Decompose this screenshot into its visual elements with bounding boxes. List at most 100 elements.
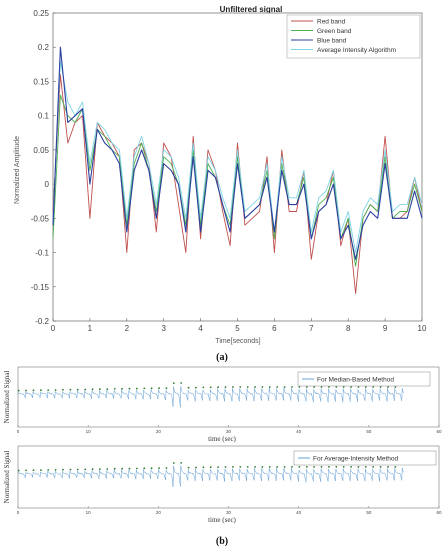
peak-marker [372, 386, 375, 388]
peak-marker [32, 389, 35, 392]
y-tick-label: 0 [45, 180, 50, 189]
peak-marker [268, 466, 271, 468]
peak-marker [17, 469, 20, 472]
y-axis-label: Normalized Signal [3, 371, 11, 424]
y-tick-label: -0.15 [31, 283, 50, 292]
x-tick-label: 3 [161, 324, 166, 333]
series-line [52, 60, 423, 254]
peak-marker [209, 386, 212, 389]
peak-marker [283, 386, 286, 388]
peak-marker [180, 382, 183, 384]
unfiltered-signal-chart: Unfiltered signal -0.2 -0.15 -0.1 -0.05 0 0.0… [14, 5, 427, 345]
peak-marker [276, 386, 279, 388]
peak-marker [113, 467, 116, 470]
peak-marker [76, 468, 79, 471]
peak-marker [217, 466, 220, 468]
peak-marker [202, 466, 205, 469]
peak-marker [394, 466, 397, 468]
peak-marker [246, 466, 249, 468]
peak-marker [99, 388, 101, 391]
x-tick-label: 2 [125, 324, 130, 333]
x-tick-label: 10 [86, 429, 92, 434]
peak-marker [158, 467, 160, 469]
legend-box [286, 14, 421, 59]
x-axis-label: time (sec) [208, 516, 236, 524]
peak-marker [342, 386, 345, 388]
peak-marker [305, 466, 308, 468]
peak-marker [254, 386, 256, 388]
peak-marker [106, 388, 109, 390]
y-tick-label: 0.15 [33, 77, 49, 86]
y-tick-label: -0.1 [35, 249, 49, 258]
peak-marker [172, 462, 175, 464]
chart-title: Unfiltered signal [220, 5, 283, 14]
peak-marker [328, 386, 330, 388]
peak-marker [99, 468, 101, 470]
peak-marker [224, 466, 227, 468]
peak-marker [350, 466, 352, 468]
peak-marker [150, 467, 153, 470]
peak-marker [69, 468, 72, 471]
peak-marker [379, 386, 382, 388]
peak-marker [276, 466, 279, 468]
peak-marker [165, 467, 168, 469]
peak-marker [357, 466, 360, 468]
peak-marker [261, 386, 264, 388]
x-tick-label: 10 [418, 324, 427, 333]
peak-marker [17, 389, 20, 392]
peak-marker [136, 467, 138, 470]
peak-marker [320, 386, 323, 388]
peak-marker [379, 466, 382, 468]
peak-marker [113, 388, 116, 390]
peak-marker [165, 387, 168, 389]
peak-marker [47, 389, 50, 391]
peak-marker [128, 387, 131, 390]
median-method-chart: 0 10 20 30 40 50 60 Normalized Signal time (se… [3, 366, 442, 443]
y-tick-label: 0.2 [38, 43, 50, 52]
peak-marker [25, 469, 27, 472]
x-tick-label: 9 [383, 324, 388, 333]
x-axis-label: time (sec) [208, 435, 236, 443]
x-tick-label: 10 [86, 510, 92, 515]
legend: For Average-Intensity Method [293, 450, 437, 466]
peak-marker [121, 387, 123, 390]
x-tick-label: 30 [226, 429, 232, 434]
caption-b: (b) [216, 536, 228, 547]
peak-marker [232, 386, 234, 388]
x-tick-label: 30 [226, 510, 232, 515]
x-tick-label: 60 [436, 510, 442, 515]
peak-marker [305, 386, 308, 388]
peak-marker [357, 386, 360, 388]
peak-marker [372, 466, 375, 468]
legend: Red band Green band Blue band Average Inten… [286, 14, 421, 59]
legend-label: Green band [317, 28, 352, 35]
peak-marker [187, 386, 190, 389]
peak-marker [298, 466, 301, 468]
peak-marker [195, 386, 197, 389]
peak-marker [254, 466, 256, 468]
average-intensity-method-chart: 0 10 20 30 40 50 60 Normalized Signal time (se… [3, 445, 442, 524]
x-axis-label: Time[seconds] [215, 338, 260, 345]
peak-marker [246, 386, 249, 388]
peak-marker [172, 382, 175, 384]
peak-marker [150, 387, 153, 390]
peak-marker [202, 386, 205, 389]
peak-marker [335, 466, 338, 468]
peak-marker [313, 466, 315, 468]
peak-marker [40, 389, 42, 392]
peak-marker [335, 386, 338, 388]
series-line [52, 46, 423, 260]
x-tick-label: 40 [296, 510, 302, 515]
peak-marker [291, 466, 293, 468]
x-tick-label: 1 [88, 324, 93, 333]
peak-marker [143, 467, 146, 470]
peak-marker [342, 466, 345, 468]
x-tick-label: 50 [366, 429, 372, 434]
legend: For Median-Based Method [297, 371, 431, 387]
peak-marker [209, 466, 212, 469]
peak-marker [180, 462, 183, 464]
x-tick-label: 0 [17, 429, 20, 434]
y-tick-label: 0.25 [33, 9, 49, 18]
y-tick-label: 0.1 [38, 112, 50, 121]
